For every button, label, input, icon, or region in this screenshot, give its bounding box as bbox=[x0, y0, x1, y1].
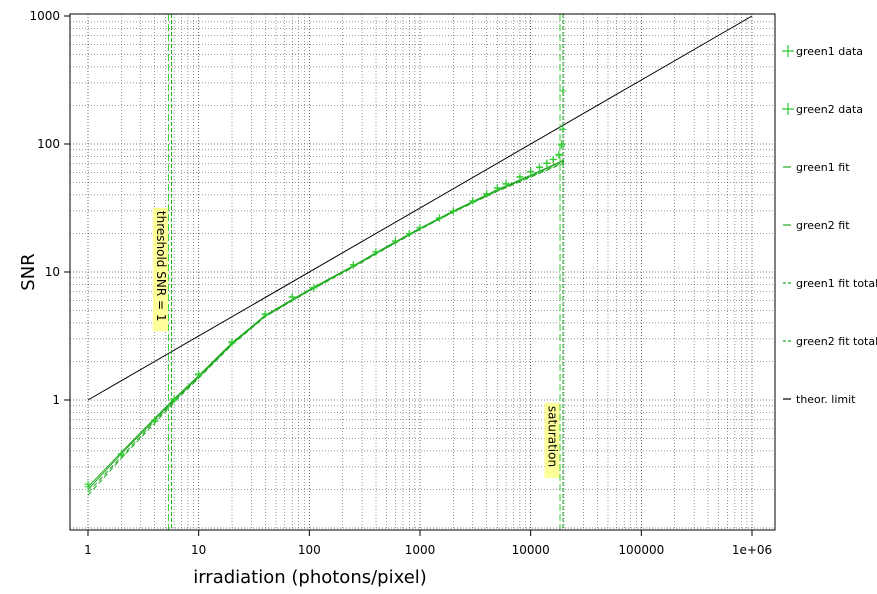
legend-label: green1 fit bbox=[796, 161, 850, 174]
y-axis-label: SNR bbox=[18, 253, 39, 290]
y-tick-label: 100 bbox=[37, 137, 60, 151]
data-point-green2-data bbox=[558, 141, 566, 149]
legend-label: green2 fit bbox=[796, 219, 850, 232]
series-line-green1-fit bbox=[87, 159, 565, 488]
series-line-green2-fit-total bbox=[87, 162, 565, 496]
annotation-text: saturation bbox=[546, 406, 560, 467]
y-tick-label: 10 bbox=[45, 265, 60, 279]
data-point-green2-data bbox=[195, 371, 203, 379]
legend-label: green1 fit total bbox=[796, 277, 877, 290]
data-point-green2-data bbox=[516, 173, 524, 181]
data-point-green2-data bbox=[391, 237, 399, 245]
data-point-green2-data bbox=[349, 261, 357, 269]
data-point-green2-data bbox=[549, 156, 557, 164]
legend-marker bbox=[782, 45, 794, 57]
data-point-green2-data bbox=[449, 207, 457, 215]
annotation-text: threshold SNR = 1 bbox=[154, 211, 168, 322]
y-tick-label: 1000 bbox=[29, 9, 60, 23]
x-tick-label: 1 bbox=[84, 543, 92, 557]
annotation-background bbox=[152, 207, 168, 332]
legend-marker bbox=[782, 103, 794, 115]
legend-label: theor. limit bbox=[796, 393, 856, 406]
x-tick-label: 1e+06 bbox=[732, 543, 772, 557]
data-point-green2-data bbox=[416, 224, 424, 232]
data-point-green2-data bbox=[84, 483, 92, 491]
legend-label: green2 data bbox=[796, 103, 863, 116]
vertical-markers bbox=[167, 14, 564, 530]
data-point-green1-data bbox=[559, 125, 567, 133]
data-point-green2-data bbox=[310, 284, 318, 292]
x-tick-label: 10 bbox=[191, 543, 206, 557]
data-point-green2-data bbox=[469, 197, 477, 205]
vline-annotation: threshold SNR = 1 bbox=[152, 207, 168, 332]
data-point-green2-data bbox=[170, 396, 178, 404]
annotations: threshold SNR = 1 saturation bbox=[152, 207, 560, 478]
annotation-background bbox=[544, 402, 560, 478]
series-markers bbox=[84, 87, 567, 491]
x-tick-label: 100 bbox=[298, 543, 321, 557]
data-point-green2-data bbox=[555, 151, 563, 159]
legend-label: green2 fit total bbox=[796, 335, 877, 348]
grid-lines bbox=[70, 14, 775, 530]
data-point-green2-data bbox=[493, 184, 501, 192]
x-tick-label: 100000 bbox=[618, 543, 664, 557]
data-point-green2-data bbox=[261, 311, 269, 319]
data-point-green2-data bbox=[502, 180, 510, 188]
legend: green1 data green2 data green1 fit green2 f… bbox=[782, 45, 877, 406]
legend-label: green1 data bbox=[796, 45, 863, 58]
data-point-green2-data bbox=[483, 190, 491, 198]
y-tick-label: 1 bbox=[52, 393, 60, 407]
data-point-green2-data bbox=[372, 248, 380, 256]
x-tick-label: 10000 bbox=[512, 543, 550, 557]
data-point-green2-data bbox=[405, 230, 413, 238]
data-point-green2-data bbox=[288, 293, 296, 301]
data-point-green2-data bbox=[559, 87, 567, 95]
data-point-green2-data bbox=[435, 214, 443, 222]
axis-ticks: 1 10 100 1000 10000 100000 1e+06 1 10 100 1000 bbox=[29, 9, 772, 557]
series-lines bbox=[87, 15, 753, 496]
data-point-green2-data bbox=[527, 168, 535, 176]
series-line-theor-limit bbox=[87, 15, 753, 401]
data-point-green2-data bbox=[543, 159, 551, 167]
data-point-green2-data bbox=[228, 339, 236, 347]
vline-annotation: saturation bbox=[544, 402, 560, 478]
data-point-green2-data bbox=[117, 451, 125, 459]
x-tick-label: 1000 bbox=[405, 543, 436, 557]
x-axis-label: irradiation (photons/pixel) bbox=[193, 567, 427, 588]
data-point-green2-data bbox=[151, 417, 159, 425]
data-point-green2-data bbox=[535, 164, 543, 172]
